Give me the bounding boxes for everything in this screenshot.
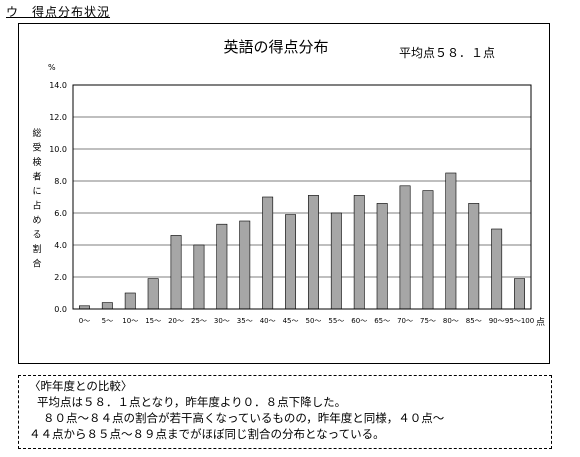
bar: [147, 278, 159, 310]
y-axis-label-char: 者: [32, 171, 41, 182]
bar: [514, 278, 526, 310]
bar: [376, 203, 388, 310]
comparison-line-3: ４４点から８５点～８９点までがほぼ同じ割合の分布となっている。: [29, 427, 385, 441]
y-axis-label-char: め: [32, 215, 41, 226]
x-tick-label: 70～: [397, 317, 413, 325]
y-axis-label-char: 合: [32, 257, 41, 269]
x-tick-label: 35～: [237, 317, 253, 325]
gridlines: [73, 116, 531, 278]
chart-frame: 英語の得点分布 平均点５８．１点 % 点 総受検者に占める割合 0.0 2.0 4.…: [18, 23, 550, 364]
y-tick-label: 10.0: [49, 145, 67, 154]
y-axis-label-char: 割: [32, 243, 41, 255]
y-axis-label-char: 検: [32, 156, 41, 168]
y-axis-unit: %: [48, 63, 56, 72]
y-tick-label: 14.0: [49, 81, 67, 90]
x-tick-label: 55～: [328, 317, 344, 325]
bars: [78, 172, 526, 310]
bar: [330, 212, 342, 310]
x-axis-unit: 点: [536, 317, 545, 328]
y-tick-label: 12.0: [49, 113, 67, 122]
bar: [101, 302, 113, 310]
x-tick-label: 60～: [351, 317, 367, 325]
bar: [353, 195, 365, 310]
y-axis-label-char: る: [32, 229, 41, 240]
bar: [285, 214, 297, 310]
y-tick-label: 0.0: [54, 305, 67, 314]
bar: [124, 292, 136, 310]
bar: [170, 235, 182, 310]
x-tick-label: 80～: [443, 317, 459, 325]
x-tick-label: 25～: [191, 317, 207, 325]
x-tick-label: 30～: [214, 317, 230, 325]
bar: [216, 223, 228, 310]
x-tick-label: 95～100: [505, 317, 534, 325]
bar: [193, 244, 205, 310]
y-axis-label-char: に: [32, 186, 41, 197]
y-tick-label: 4.0: [54, 241, 67, 250]
y-axis-label-char: 受: [32, 141, 41, 153]
x-tick-label: 75～: [420, 317, 436, 325]
bar: [422, 190, 434, 310]
bar: [307, 195, 319, 310]
y-axis-label-char: 占: [32, 199, 41, 211]
y-tick-labels: 0.0 2.0 4.0 6.0 8.0 10.0 12.0 14.0: [49, 81, 67, 314]
x-tick-label: 15～: [145, 317, 161, 325]
bar: [239, 220, 251, 310]
x-tick-label: 85～: [466, 317, 482, 325]
bar: [491, 228, 503, 310]
bar: [399, 185, 411, 310]
y-axis-label-char: 総: [32, 127, 41, 139]
x-tick-label: 45～: [283, 317, 299, 325]
x-tick-label: 20～: [168, 317, 184, 325]
comparison-line-2: ８０点～８４点の割合が若干高くなっているものの，昨年度と同様，４０点～: [43, 411, 445, 425]
x-tick-label: 90～: [489, 317, 505, 325]
comparison-line-1: 平均点は５８．１点となり，昨年度より０．８点下降した。: [37, 395, 347, 409]
bar: [445, 172, 457, 310]
x-tick-label: 40～: [260, 317, 276, 325]
comparison-heading: 〈昨年度との比較〉: [29, 379, 133, 393]
bar: [262, 196, 274, 310]
x-tick-label: 10～: [122, 317, 138, 325]
y-tick-label: 2.0: [54, 273, 67, 282]
section-heading: ウ 得点分布状況: [6, 5, 111, 19]
x-tick-labels: 0～ 5～ 10～ 15～ 20～ 25～ 30～ 35～ 40～ 45～ 50～ 55～ 60～ 65～…: [79, 317, 534, 325]
bar: [468, 203, 480, 310]
chart-title: 英語の得点分布: [223, 38, 328, 56]
x-tick-label: 0～: [79, 317, 90, 325]
x-tick-label: 50～: [305, 317, 321, 325]
x-tick-label: 65～: [374, 317, 390, 325]
plot-area-border: [72, 84, 532, 310]
y-tick-label: 6.0: [54, 209, 67, 218]
chart-subtitle: 平均点５８．１点: [399, 46, 495, 60]
comparison-note: 〈昨年度との比較〉 平均点は５８．１点となり，昨年度より０．８点下降した。 ８０…: [18, 375, 552, 449]
x-tick-label: 5～: [102, 317, 113, 325]
y-tick-label: 8.0: [54, 177, 67, 186]
